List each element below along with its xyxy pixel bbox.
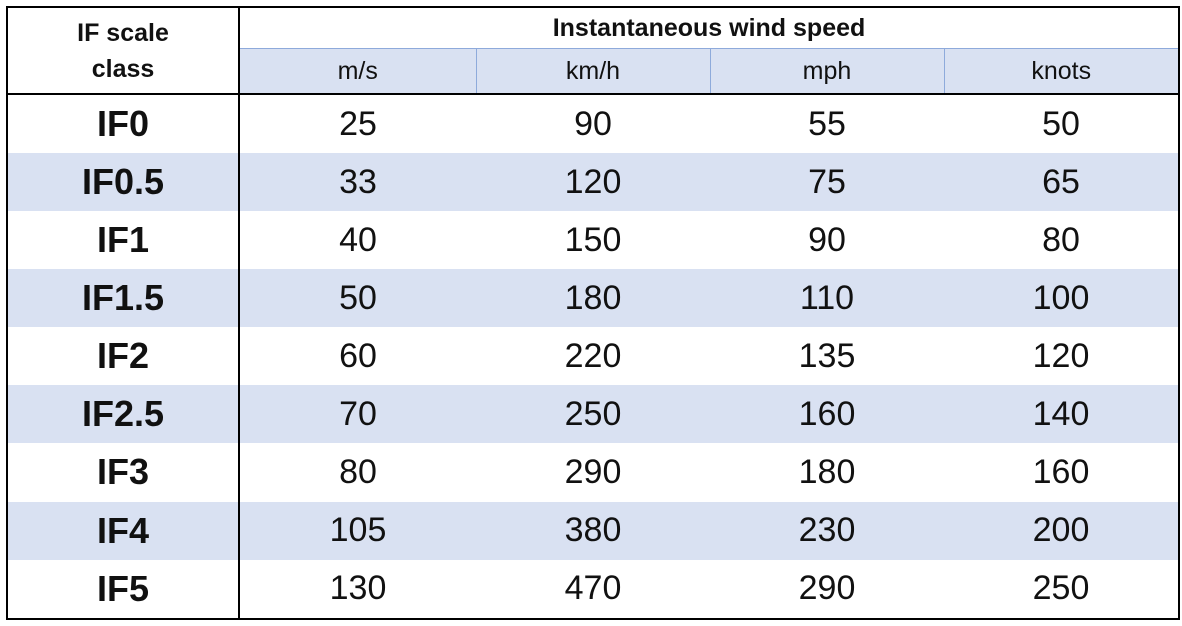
class-cell: IF2.5 — [6, 385, 240, 444]
table-row: IF3 80 290 180 160 — [6, 443, 1180, 502]
unit-header: mph — [709, 48, 945, 95]
speed-cell: 140 — [944, 385, 1180, 444]
speed-cell: 160 — [944, 443, 1180, 502]
speed-cell: 150 — [564, 220, 622, 259]
speed-cell: 120 — [476, 153, 710, 212]
speed-cell: 120 — [944, 327, 1180, 386]
class-cell: IF4 — [6, 501, 240, 560]
speed-cell: 33 — [239, 153, 476, 212]
unit-header: m/s — [238, 48, 477, 95]
speed-cell: 290 — [564, 452, 622, 491]
speed-cell: 90 — [574, 104, 612, 143]
unit-header: knots — [943, 48, 1180, 95]
speed-cell: 380 — [476, 501, 710, 560]
table-row: IF5 130 470 290 250 — [6, 559, 1180, 621]
unit-header: km/h — [475, 48, 711, 95]
table-row: IF0.5 33 120 75 65 — [6, 153, 1180, 212]
table-row: IF2 60 220 135 120 — [6, 327, 1180, 386]
table-row: IF4 105 380 230 200 — [6, 501, 1180, 560]
speed-cell: 290 — [710, 559, 944, 621]
speed-cell: 50 — [944, 94, 1180, 154]
class-cell: IF5 — [6, 559, 240, 621]
wind-speed-table: IF scale class Instantaneous wind speed … — [6, 6, 1180, 621]
group-header: Instantaneous wind speed — [238, 6, 1180, 49]
speed-cell: 160 — [710, 385, 944, 444]
table-row: IF1 40 150 90 80 — [6, 211, 1180, 270]
class-cell: IF0 — [6, 94, 240, 154]
speed-cell: 230 — [710, 501, 944, 560]
speed-cell: 470 — [476, 559, 710, 621]
table-row: IF0 25 90 55 50 — [6, 94, 1180, 154]
class-header: IF scale class — [6, 6, 240, 95]
speed-cell: 180 — [476, 269, 710, 328]
speed-cell: 220 — [564, 336, 622, 375]
speed-cell: 90 — [808, 220, 846, 259]
speed-cell: 25 — [339, 104, 377, 143]
speed-cell: 250 — [944, 559, 1180, 621]
speed-cell: 40 — [339, 220, 377, 259]
speed-cell: 65 — [944, 153, 1180, 212]
class-cell: IF1 — [6, 211, 240, 270]
speed-cell: 110 — [710, 269, 944, 328]
speed-cell: 80 — [339, 452, 377, 491]
speed-cell: 250 — [476, 385, 710, 444]
speed-cell: 70 — [239, 385, 476, 444]
speed-cell: 75 — [710, 153, 944, 212]
class-cell: IF3 — [6, 443, 240, 502]
speed-cell: 60 — [339, 336, 377, 375]
class-cell: IF1.5 — [6, 269, 240, 328]
speed-cell: 105 — [239, 501, 476, 560]
units-row: m/s km/h mph knots — [7, 48, 1180, 95]
table-row: IF1.5 50 180 110 100 — [6, 269, 1180, 328]
speed-cell: 50 — [239, 269, 476, 328]
class-cell: IF2 — [6, 327, 240, 386]
speed-cell: 200 — [944, 501, 1180, 560]
speed-cell: 55 — [808, 104, 846, 143]
speed-cell: 100 — [944, 269, 1180, 328]
speed-cell: 135 — [798, 336, 856, 375]
speed-cell: 180 — [798, 452, 856, 491]
speed-cell: 80 — [944, 211, 1180, 270]
table-container: IF scale class Instantaneous wind speed … — [6, 6, 1180, 621]
speed-cell: 130 — [239, 559, 476, 621]
table-body: IF0 25 90 55 50 IF0.5 33 120 75 65 IF1 40 150 90 80 IF1… — [6, 94, 1180, 621]
table-row: IF2.5 70 250 160 140 — [6, 385, 1180, 444]
class-cell: IF0.5 — [6, 153, 240, 212]
header-row: IF scale class Instantaneous wind speed — [6, 6, 1180, 95]
